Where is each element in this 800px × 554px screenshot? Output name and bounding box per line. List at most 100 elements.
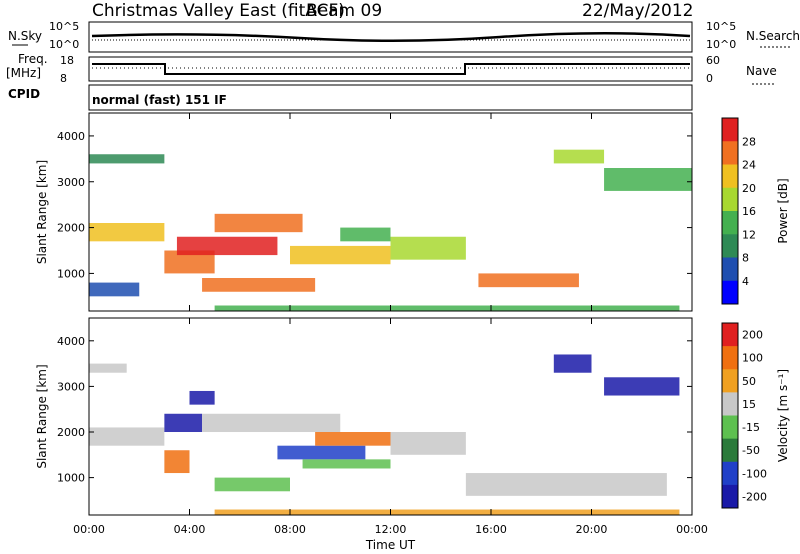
velocity-region-3	[189, 390, 215, 405]
power-colorbar-seg-5	[722, 234, 738, 258]
station-title: Christmas Valley East (fitACF)	[92, 1, 345, 21]
velocity-xtick-label-5: 20:00	[576, 523, 608, 536]
freq-tick-max: 18	[60, 54, 74, 67]
velocity-region-5	[202, 413, 341, 433]
velocity-colorbar-tick-5: -50	[742, 444, 760, 457]
velocity-colorbar-seg-7	[722, 484, 738, 509]
power-ytick-label-3: 4000	[57, 130, 85, 143]
power-colorbar-seg-6	[722, 257, 738, 282]
power-region-8	[340, 227, 391, 242]
power-ytick-label-1: 2000	[57, 222, 85, 235]
freq-unit-label: [MHz]	[6, 66, 41, 80]
velocity-colorbar-frame	[721, 322, 739, 509]
velocity-region-1	[89, 363, 127, 373]
nave-tick-min: 0	[706, 72, 713, 85]
beam-title: Beam 09	[306, 1, 382, 21]
cpid-panel	[88, 84, 693, 111]
velocity-region-10	[390, 432, 466, 455]
velocity-colorbar-tick-0: 200	[742, 329, 763, 342]
power-region-3	[164, 250, 215, 274]
velocity-xtick-label-0: 00:00	[73, 523, 105, 536]
power-colorbar-seg-7	[722, 280, 738, 305]
nsearch-tick-max: 10^5	[706, 20, 736, 33]
power-colorbar-tick-0: 4	[742, 275, 749, 288]
power-colorbar-tick-6: 28	[742, 135, 756, 148]
nsearch-tick-min: 10^0	[706, 38, 736, 51]
power-colorbar-seg-3	[722, 187, 738, 212]
velocity-colorbar-seg-2	[722, 369, 738, 393]
nsky-label: N.Sky	[8, 29, 42, 43]
velocity-colorbar-seg-3	[722, 392, 738, 416]
power-colorbar-tick-2: 12	[742, 228, 756, 241]
nsky-tick-min: 10^0	[49, 38, 79, 51]
velocity-colorbar-tick-1: 100	[742, 352, 763, 365]
nave-tick-max: 60	[706, 54, 720, 67]
power-colorbar-tick-3: 16	[742, 205, 756, 218]
velocity-xtick-label-2: 08:00	[274, 523, 306, 536]
power-colorbar-tick-1: 8	[742, 252, 749, 265]
xaxis-label: Time UT	[365, 538, 416, 552]
velocity-colorbar-label: Velocity [m s⁻¹]	[776, 369, 790, 462]
cpid-label: CPID	[8, 87, 40, 101]
velocity-region-6	[214, 477, 290, 492]
nsearch-label: N.Search	[746, 29, 800, 43]
power-region-4	[176, 236, 278, 256]
velocity-region-14	[214, 509, 680, 515]
power-ytick-label-0: 1000	[57, 267, 85, 280]
power-region-2	[89, 282, 140, 297]
power-colorbar-tick-5: 24	[742, 159, 756, 172]
freq-tick-min: 8	[60, 72, 67, 85]
velocity-ytick-label-1: 2000	[57, 426, 85, 439]
power-ylabel: Slant Range [km]	[35, 160, 49, 264]
velocity-ytick-label-2: 3000	[57, 380, 85, 393]
power-region-0	[89, 154, 165, 164]
power-colorbar-frame	[721, 117, 739, 305]
velocity-panel: 1000 2000 3000 4000 00:00 04:00 08:00 12:00 16:0…	[35, 317, 790, 552]
velocity-xtick-label-4: 16:00	[475, 523, 507, 536]
nave-label: Nave	[746, 64, 777, 78]
power-colorbar-seg-1	[722, 141, 738, 165]
freq-trace	[92, 63, 690, 75]
power-frame	[88, 112, 693, 312]
nsky-trace	[91, 31, 691, 43]
velocity-ytick-label-0: 1000	[57, 472, 85, 485]
velocity-colorbar-tick-2: 50	[742, 375, 756, 388]
power-ytick-label-2: 3000	[57, 176, 85, 189]
velocity-region-12	[553, 354, 592, 373]
velocity-region-7	[277, 445, 366, 460]
power-region-1	[89, 223, 165, 242]
velocity-colorbar-tick-3: 15	[742, 398, 756, 411]
nsky-tick-max: 10^5	[49, 20, 79, 33]
velocity-colorbar-seg-4	[722, 415, 738, 440]
freq-label: Freq.	[18, 52, 48, 66]
power-region-12	[604, 168, 692, 191]
velocity-region-4	[164, 450, 190, 474]
power-region-10	[478, 273, 579, 288]
power-region-11	[553, 149, 605, 164]
velocity-ylabel: Slant Range [km]	[35, 364, 49, 468]
velocity-region-13	[604, 377, 680, 396]
power-colorbar-seg-4	[722, 211, 738, 235]
power-region-7	[290, 245, 391, 265]
power-colorbar-label: Power [dB]	[776, 178, 790, 243]
velocity-colorbar-tick-4: -15	[742, 421, 760, 434]
freq-panel	[88, 56, 693, 82]
power-region-13	[214, 305, 680, 311]
velocity-xtick-label-6: 00:00	[676, 523, 708, 536]
power-region-6	[202, 278, 316, 292]
velocity-colorbar-seg-1	[722, 346, 738, 370]
velocity-ytick-label-3: 4000	[57, 335, 85, 348]
velocity-colorbar-seg-0	[722, 323, 738, 347]
velocity-xtick-label-3: 12:00	[375, 523, 407, 536]
power-colorbar-seg-2	[722, 164, 738, 189]
velocity-region-9	[302, 459, 391, 469]
power-colorbar-seg-0	[722, 118, 738, 142]
power-region-9	[390, 236, 466, 260]
velocity-colorbar-tick-6: -100	[742, 467, 767, 480]
velocity-colorbar-seg-6	[722, 461, 738, 486]
velocity-region-2	[164, 413, 203, 433]
power-colorbar-tick-4: 20	[742, 182, 756, 195]
velocity-region-11	[465, 473, 667, 496]
power-region-5	[214, 213, 303, 233]
